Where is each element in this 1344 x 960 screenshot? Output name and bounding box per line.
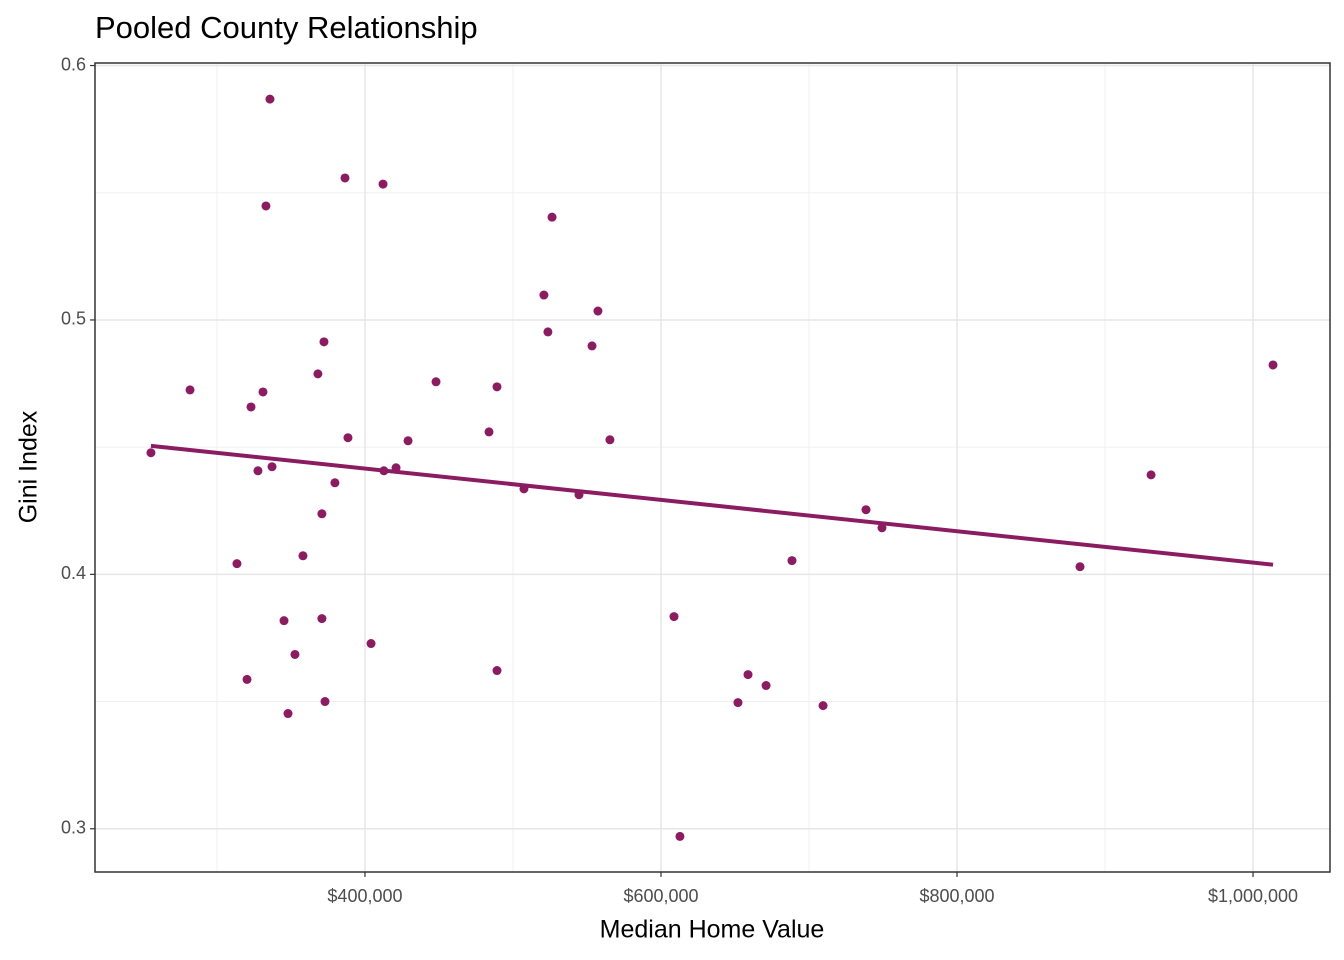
point [317, 614, 327, 624]
y-tick-label: 0.4 [61, 563, 86, 583]
point [267, 462, 277, 472]
x-tick-label: $400,000 [327, 886, 402, 906]
x-tick-label: $800,000 [919, 886, 994, 906]
point [818, 701, 828, 711]
point [185, 385, 195, 395]
point [492, 382, 502, 392]
point [242, 674, 252, 684]
point [261, 201, 271, 211]
point [543, 327, 553, 337]
chart-title: Pooled County Relationship [95, 10, 478, 45]
point [313, 369, 323, 379]
point [403, 436, 413, 446]
y-tick-label: 0.3 [61, 818, 86, 838]
point [298, 551, 308, 561]
point [787, 556, 797, 566]
point [733, 698, 743, 708]
point [320, 697, 330, 707]
point [861, 505, 871, 515]
point [232, 559, 242, 569]
point [366, 639, 376, 649]
point [761, 681, 771, 691]
y-tick-label: 0.5 [61, 309, 86, 329]
point [330, 478, 340, 488]
point [253, 466, 263, 476]
point [290, 649, 300, 659]
point [1075, 562, 1085, 572]
point [431, 377, 441, 387]
point [265, 94, 275, 104]
panel-border [94, 62, 1331, 873]
point [743, 670, 753, 680]
point [539, 290, 549, 300]
point [669, 612, 679, 622]
point [279, 616, 289, 626]
point [547, 212, 557, 222]
point [283, 709, 293, 719]
point [317, 509, 327, 519]
point [605, 435, 615, 445]
point [675, 831, 685, 841]
point [343, 433, 353, 443]
point [593, 306, 603, 316]
point [877, 523, 887, 533]
point [146, 448, 156, 458]
point [258, 387, 268, 397]
x-axis-title: Median Home Value [600, 916, 825, 944]
point [484, 427, 494, 437]
point [1268, 360, 1278, 370]
y-axis-title: Gini Index [15, 410, 43, 523]
point [378, 179, 388, 189]
trend-line [150, 443, 1274, 567]
point [587, 341, 597, 351]
point [1146, 470, 1156, 480]
point [492, 666, 502, 676]
x-tick-label: $1,000,000 [1208, 886, 1298, 906]
point [340, 173, 350, 183]
point [246, 402, 256, 412]
y-tick-label: 0.6 [61, 54, 86, 74]
point [319, 337, 329, 347]
x-tick-label: $600,000 [623, 886, 698, 906]
